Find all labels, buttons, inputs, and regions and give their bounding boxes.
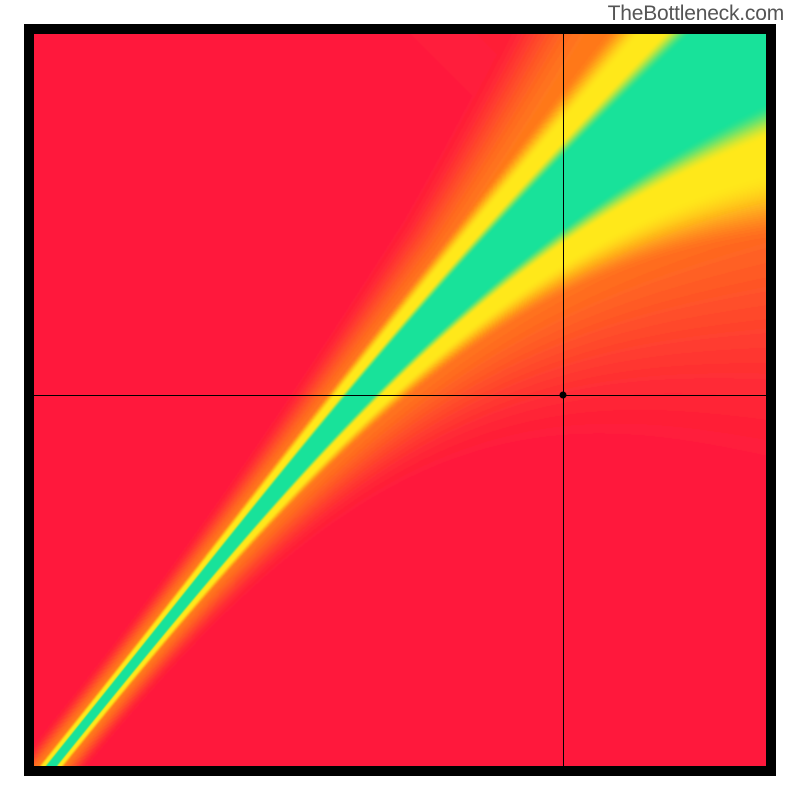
root: TheBottleneck.com: [0, 0, 800, 800]
plot-frame: [24, 24, 776, 776]
heatmap-canvas: [34, 34, 766, 766]
plot-area: [34, 34, 766, 766]
crosshair-vertical: [563, 34, 564, 766]
crosshair-horizontal: [34, 395, 766, 396]
watermark-text: TheBottleneck.com: [608, 2, 784, 26]
marker-dot: [560, 391, 567, 398]
